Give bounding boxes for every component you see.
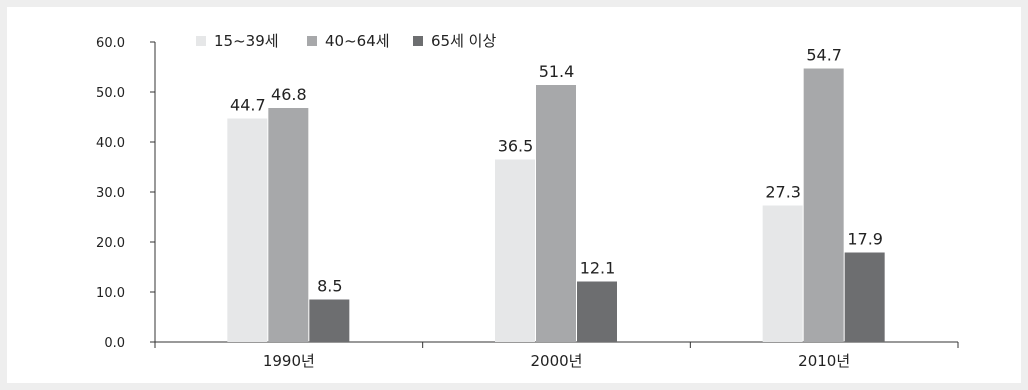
- y-tick-label: 10.0: [96, 286, 125, 301]
- data-label: 36.5: [498, 137, 534, 156]
- data-label: 8.5: [317, 277, 342, 296]
- y-tick-label: 30.0: [96, 186, 125, 201]
- legend-swatch: [307, 36, 317, 46]
- y-tick-label: 40.0: [96, 136, 125, 151]
- y-tick-label: 20.0: [96, 236, 125, 251]
- data-label: 46.8: [271, 85, 307, 104]
- y-tick-label: 60.0: [96, 36, 125, 51]
- data-labels: 44.7 46.8 8.5 36.5 51.4 12.1 27.3 54.7 17.9: [230, 46, 883, 296]
- y-tick-label: 0.0: [104, 336, 125, 351]
- bar: [309, 299, 350, 342]
- legend-label: 15~39세: [214, 32, 279, 50]
- data-label: 51.4: [539, 62, 575, 81]
- data-label: 54.7: [806, 46, 842, 65]
- legend-label: 65세 이상: [431, 32, 496, 50]
- bar: [495, 159, 535, 342]
- x-tick-label: 2010년: [798, 352, 850, 370]
- bars: [227, 68, 885, 342]
- legend-label: 40~64세: [325, 32, 390, 50]
- legend: 15~39세 40~64세 65세 이상: [196, 32, 496, 50]
- bar: [227, 118, 268, 342]
- data-label: 44.7: [230, 96, 266, 115]
- data-label: 17.9: [847, 230, 883, 249]
- bar: [803, 68, 844, 342]
- x-tick-label: 1990년: [263, 352, 315, 370]
- data-label: 12.1: [580, 259, 616, 278]
- bar: [268, 108, 309, 342]
- bar: [844, 252, 885, 342]
- bar: [762, 205, 803, 342]
- legend-swatch: [413, 36, 423, 46]
- bar: [536, 85, 576, 342]
- data-label: 27.3: [765, 183, 801, 202]
- y-tick-label: 50.0: [96, 86, 125, 101]
- bar: [577, 281, 617, 342]
- legend-swatch: [196, 36, 206, 46]
- x-tick-label: 2000년: [531, 352, 583, 370]
